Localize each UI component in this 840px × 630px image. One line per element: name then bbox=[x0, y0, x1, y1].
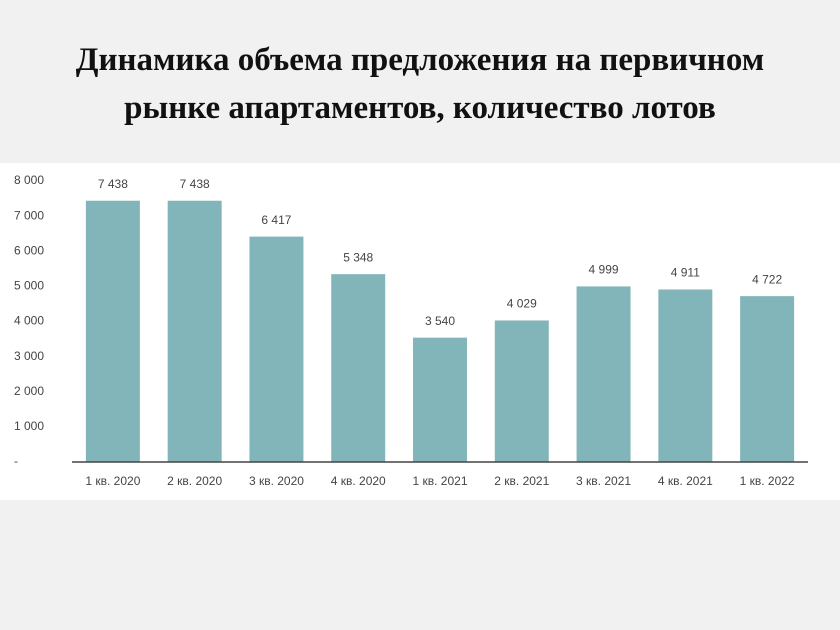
value-label: 4 722 bbox=[752, 272, 782, 286]
value-label: 6 417 bbox=[261, 213, 291, 227]
y-tick-label: 5 000 bbox=[14, 279, 44, 293]
bar bbox=[167, 200, 222, 463]
x-tick-label: 4 кв. 2021 bbox=[658, 474, 713, 488]
bar bbox=[576, 286, 631, 462]
y-tick-label: 6 000 bbox=[14, 243, 44, 257]
bar bbox=[331, 274, 386, 462]
value-label: 3 540 bbox=[425, 314, 455, 328]
x-tick-label: 4 кв. 2020 bbox=[331, 474, 386, 488]
x-tick-label: 1 кв. 2021 bbox=[413, 474, 468, 488]
title-line: рынке апартаментов, количество лотов bbox=[124, 90, 716, 126]
y-tick-label: 3 000 bbox=[14, 349, 44, 363]
bar bbox=[494, 320, 549, 462]
value-label: 4 029 bbox=[507, 297, 537, 311]
bar bbox=[85, 200, 140, 463]
y-tick-label: 1 000 bbox=[14, 419, 44, 433]
title-line: Динамика объема предложения на первичном bbox=[75, 42, 765, 78]
y-tick-label: 2 000 bbox=[14, 384, 44, 398]
x-tick-label: 2 кв. 2021 bbox=[494, 474, 549, 488]
chart: - 1 000 2 000 3 000 4 000 5 000 6 000 7 000 8 00… bbox=[0, 163, 840, 500]
bar bbox=[658, 289, 713, 462]
x-tick-label: 3 кв. 2021 bbox=[576, 474, 631, 488]
value-label: 7 438 bbox=[98, 177, 128, 191]
y-tick-label: 4 000 bbox=[14, 314, 44, 328]
bar bbox=[249, 236, 304, 462]
value-label: 5 348 bbox=[343, 250, 373, 264]
bar bbox=[413, 337, 467, 462]
value-label: 4 911 bbox=[671, 266, 700, 280]
value-label: 7 438 bbox=[180, 177, 210, 191]
value-label: 4 999 bbox=[589, 263, 619, 277]
x-tick-label: 3 кв. 2020 bbox=[249, 474, 304, 488]
x-tick-label: 1 кв. 2022 bbox=[740, 474, 795, 488]
y-tick-label: 7 000 bbox=[14, 208, 44, 222]
y-tick-label: - bbox=[14, 454, 18, 468]
chart-title: Динамика объема предложения на первичном… bbox=[0, 36, 840, 132]
y-tick-label: 8 000 bbox=[14, 173, 44, 187]
x-tick-label: 1 кв. 2020 bbox=[85, 474, 140, 488]
bar bbox=[740, 296, 795, 462]
x-tick-label: 2 кв. 2020 bbox=[167, 474, 222, 488]
